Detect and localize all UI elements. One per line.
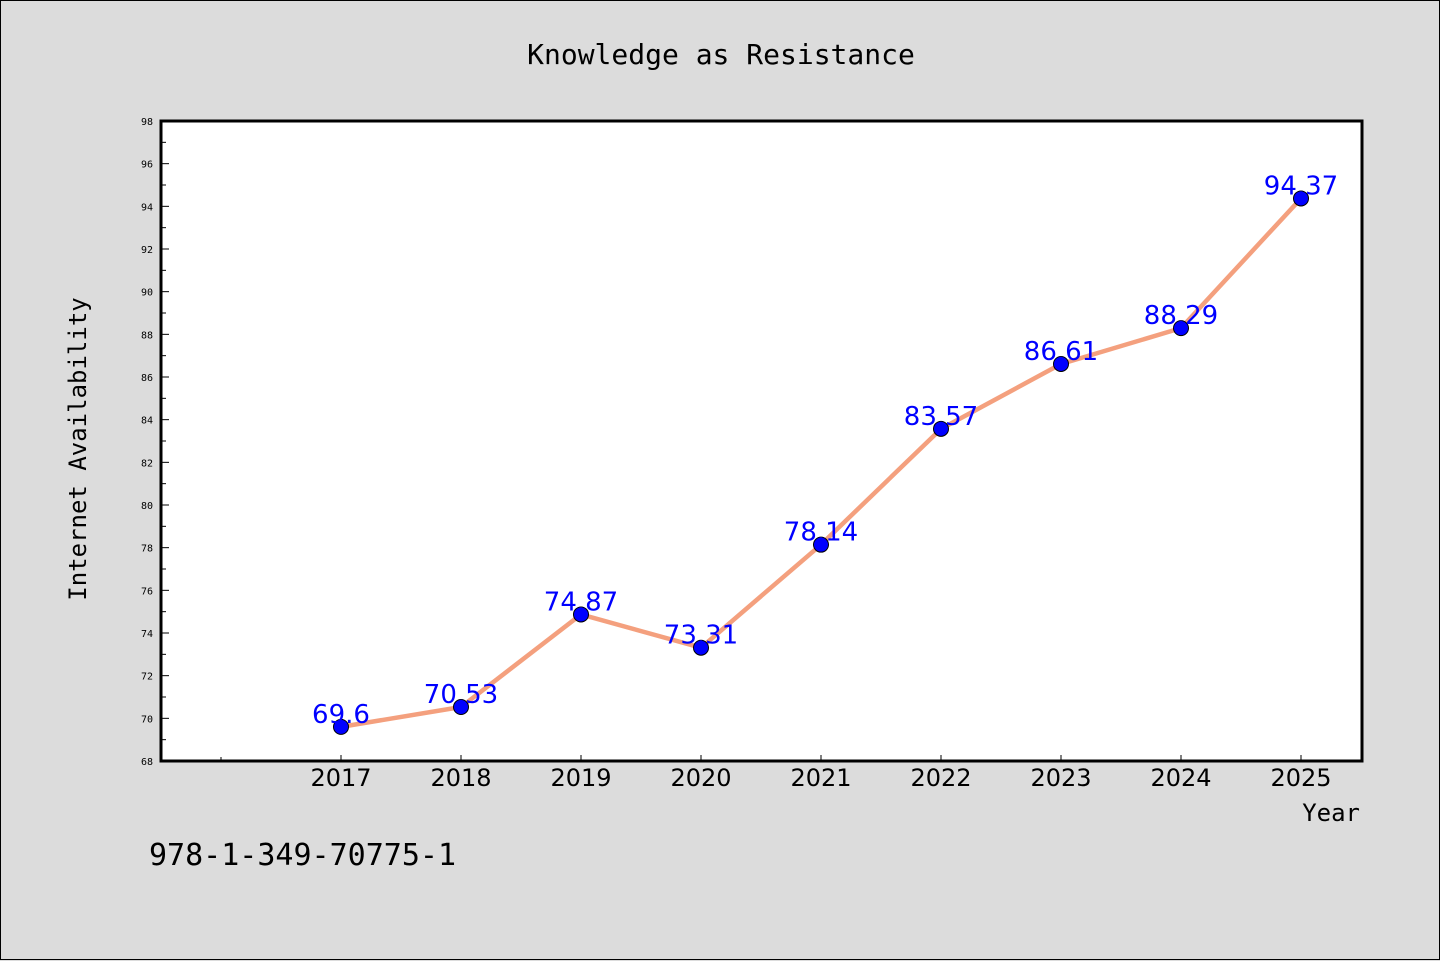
y-tick-label: 98 [141,117,153,128]
data-series [333,190,1309,735]
y-axis-label: Internet Availability [64,297,92,600]
x-tick-label: 2022 [910,764,971,792]
y-tick-label: 78 [141,544,153,555]
y-tick-label: 76 [141,586,153,597]
y-tick-label: 86 [141,373,153,384]
data-point [1053,355,1069,372]
data-label: 70.53 [424,680,498,710]
y-tick-label: 72 [141,672,153,683]
y-axis: 68 70 72 74 76 78 80 82 84 86 88 90 92 94 96 98 [141,117,169,768]
y-tick-label: 90 [141,288,153,299]
data-point [573,606,589,623]
data-label: 94.37 [1264,171,1338,201]
x-tick-label: 2025 [1270,764,1331,792]
y-tick-label: 70 [141,714,153,725]
plot-area [159,119,1364,763]
y-tick-label: 84 [141,416,153,427]
y-tick-label: 88 [141,330,153,341]
x-tick-label: 2024 [1150,764,1211,792]
data-point [333,718,349,735]
data-labels: 69.6 70.53 74.87 73.31 78.14 83.57 86.61 88.29 9… [312,171,1338,729]
chart-title: Knowledge as Resistance [527,38,915,71]
isbn-label: 978-1-349-70775-1 [149,838,456,873]
y-tick-label: 94 [141,202,153,213]
data-point [1293,190,1309,207]
x-tick-label: 2017 [310,764,371,792]
x-tick-label: 2018 [430,764,491,792]
x-tick-label: 2019 [550,764,611,792]
data-point [933,420,949,437]
x-tick-label: 2023 [1030,764,1091,792]
x-tick-label: 2020 [670,764,731,792]
y-tick-label: 74 [141,629,153,640]
x-axis-label: Year [1302,799,1360,827]
y-tick-label: 80 [141,501,153,512]
data-label: 69.6 [312,700,370,730]
data-point [813,536,829,553]
data-label: 86.61 [1024,337,1098,367]
x-axis: 2017 2018 2019 2020 2021 2022 2023 2024 2025 [220,755,1332,792]
y-tick-label: 68 [141,757,153,768]
data-label: 78.14 [784,518,858,548]
data-label: 88.29 [1144,301,1218,331]
y-tick-label: 82 [141,458,153,469]
data-label: 83.57 [904,402,978,432]
data-point [693,639,709,656]
data-point [1173,320,1189,337]
data-label: 74.87 [544,587,618,617]
y-tick-label: 96 [141,160,153,171]
y-tick-label: 92 [141,245,153,256]
data-point [453,699,469,716]
x-tick-label: 2021 [790,764,851,792]
data-label: 73.31 [664,621,738,651]
